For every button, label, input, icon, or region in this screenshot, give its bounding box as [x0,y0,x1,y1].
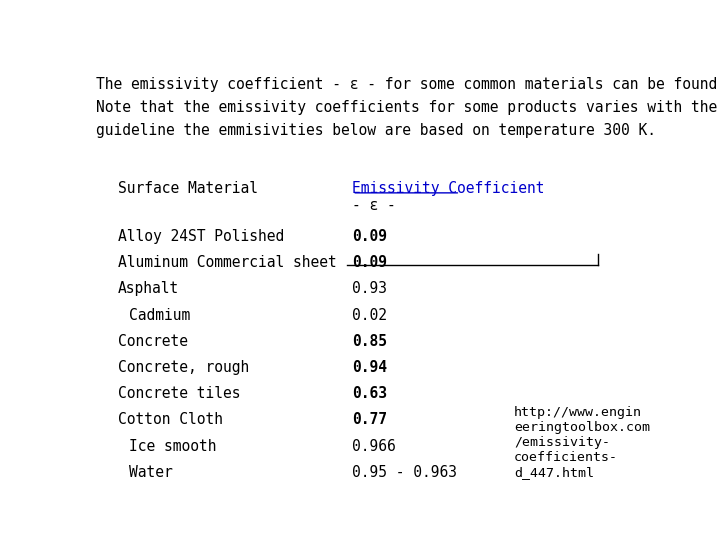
Text: 0.966: 0.966 [352,438,396,454]
Text: Water: Water [129,465,173,480]
Text: Cadmium: Cadmium [129,308,190,322]
Text: Emissivity Coefficient: Emissivity Coefficient [352,181,545,196]
Text: 0.63: 0.63 [352,386,387,401]
Text: Concrete tiles: Concrete tiles [118,386,240,401]
Text: 0.02: 0.02 [352,308,387,322]
Text: Concrete: Concrete [118,334,188,349]
Text: guideline the emmisivities below are based on temperature 300 K.: guideline the emmisivities below are bas… [96,123,656,138]
Text: Surface Material: Surface Material [118,181,258,196]
Text: The emissivity coefficient - ε - for some common materials can be found in the t: The emissivity coefficient - ε - for som… [96,77,720,92]
Text: 0.85: 0.85 [352,334,387,349]
Text: 0.09: 0.09 [352,229,387,244]
Text: 0.09: 0.09 [352,255,387,270]
Text: 0.94: 0.94 [352,360,387,375]
Text: Asphalt: Asphalt [118,281,179,296]
Text: Ice smooth: Ice smooth [129,438,217,454]
Text: Alloy 24ST Polished: Alloy 24ST Polished [118,229,284,244]
Text: 0.77: 0.77 [352,413,387,427]
Text: 0.95 - 0.963: 0.95 - 0.963 [352,465,457,480]
Text: - ε -: - ε - [352,198,396,213]
Text: http://www.engin
eeringtoolbox.com
/emissivity-
coefficients-
d_447.html: http://www.engin eeringtoolbox.com /emis… [514,406,650,479]
Text: 0.93: 0.93 [352,281,387,296]
Text: Note that the emissivity coefficients for some products varies with the temperat: Note that the emissivity coefficients fo… [96,100,720,115]
Text: Cotton Cloth: Cotton Cloth [118,413,223,427]
Text: Concrete, rough: Concrete, rough [118,360,249,375]
Text: Aluminum Commercial sheet: Aluminum Commercial sheet [118,255,337,270]
